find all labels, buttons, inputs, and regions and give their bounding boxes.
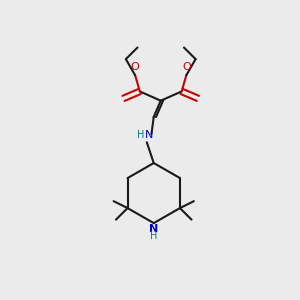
Text: O: O: [131, 62, 140, 72]
Text: H: H: [150, 231, 158, 241]
Text: H: H: [137, 130, 145, 140]
Text: N: N: [145, 130, 153, 140]
Text: N: N: [149, 224, 158, 234]
Text: O: O: [182, 62, 191, 72]
